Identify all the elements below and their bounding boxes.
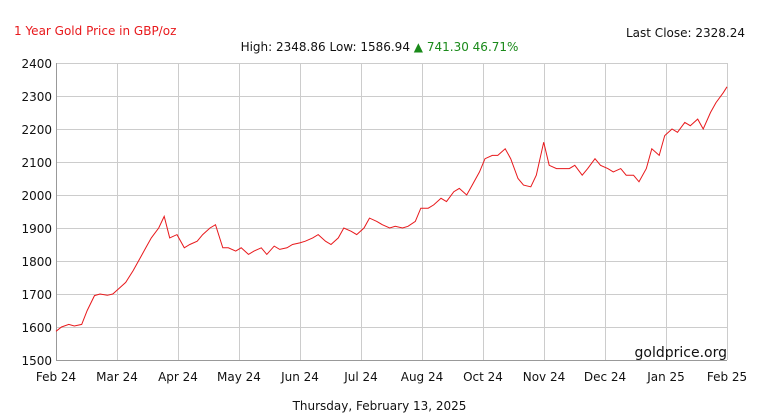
- y-tick-label: 1500: [21, 354, 52, 368]
- high-label: High:: [240, 40, 273, 54]
- x-tick-label: Mar 24: [96, 370, 138, 384]
- y-tick-label: 2100: [21, 156, 52, 170]
- change-percent: 46.71%: [472, 40, 519, 54]
- date-label: Thursday, February 13, 2025: [292, 399, 467, 413]
- axes: [56, 63, 727, 361]
- x-tick-label: Feb 25: [707, 370, 747, 384]
- low-value: 1586.94: [360, 40, 410, 54]
- last-close-value: 2328.24: [695, 26, 745, 40]
- watermark: goldprice.org: [635, 345, 727, 361]
- y-tick-label: 1700: [21, 288, 52, 302]
- x-tick-label: Feb 24: [36, 370, 76, 384]
- change-value: 741.30: [426, 40, 469, 54]
- y-tick-label: 2000: [21, 189, 52, 203]
- x-tick-label: May 24: [217, 370, 261, 384]
- low-label: Low:: [329, 40, 357, 54]
- y-tick-label: 2300: [21, 90, 52, 104]
- y-tick-label: 1600: [21, 321, 52, 335]
- last-close: Last Close: 2328.24: [626, 26, 745, 40]
- x-tick-label: Jul 24: [343, 370, 378, 384]
- x-tick-label: Dec 24: [584, 370, 626, 384]
- x-tick-label: Nov 24: [523, 370, 566, 384]
- x-tick-label: Apr 24: [158, 370, 198, 384]
- up-arrow-icon: ▲: [413, 40, 424, 54]
- x-tick-label: Aug 24: [401, 370, 444, 384]
- y-tick-label: 1800: [21, 255, 52, 269]
- y-tick-label: 1900: [21, 222, 52, 236]
- x-tick-label: Jan 25: [646, 370, 685, 384]
- price-stats: High: 2348.86 Low: 1586.94 ▲ 741.30 46.7…: [0, 40, 759, 54]
- price-series-line: [55, 86, 728, 332]
- grid-lines: [56, 63, 728, 361]
- x-tick-labels: Feb 24 Mar 24 Apr 24 May 24 Jun 24 Jul 24 Aug …: [36, 370, 747, 384]
- high-value: 2348.86: [276, 40, 326, 54]
- x-tick-label: Jun 24: [280, 370, 319, 384]
- y-tick-label: 2200: [21, 123, 52, 137]
- x-tick-label: Oct 24: [463, 370, 503, 384]
- y-tick-label: 2400: [21, 57, 52, 71]
- y-tick-labels: 1500 1600 1700 1800 1900 2000 2100 2200 2300 2400: [21, 57, 52, 368]
- last-close-label: Last Close:: [626, 26, 692, 40]
- chart-title: 1 Year Gold Price in GBP/oz: [14, 24, 177, 38]
